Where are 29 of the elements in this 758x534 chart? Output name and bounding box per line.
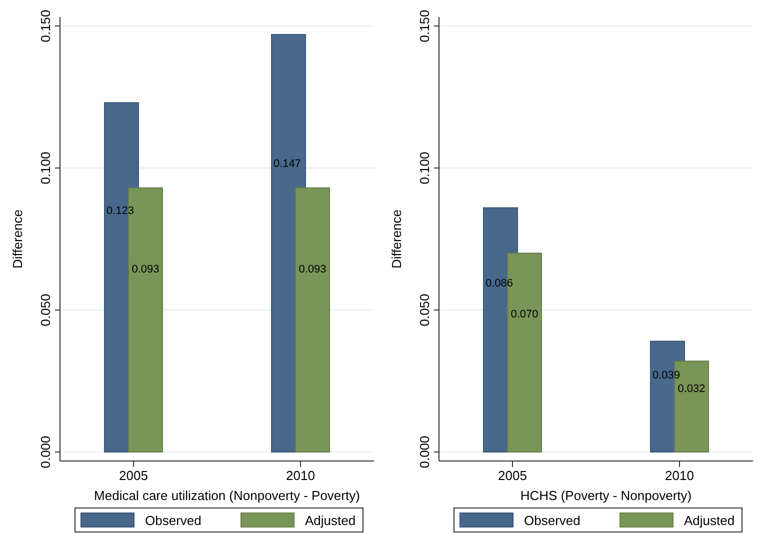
y-axis-title: Difference: [389, 209, 404, 269]
data-label: 0.032: [678, 383, 706, 396]
y-tick-label: 0.150: [38, 10, 53, 42]
data-label: 0.070: [510, 308, 538, 321]
legend-label: Adjusted: [305, 513, 356, 528]
data-label: 0.147: [274, 158, 302, 170]
data-label: 0.093: [298, 264, 326, 276]
y-tick-label: 0.050: [417, 294, 432, 326]
x-axis-title: Medical care utilization (Nonpoverty - Poverty): [94, 488, 360, 503]
x-tick-label: 2005: [498, 468, 527, 483]
data-label: 0.039: [652, 369, 680, 382]
legend-label: Observed: [524, 513, 580, 528]
y-axis-title: Difference: [10, 209, 25, 269]
data-label: 0.086: [485, 277, 514, 290]
x-tick-label: 2010: [286, 468, 315, 483]
x-tick-label: 2005: [119, 468, 148, 483]
x-axis-title: HCHS (Poverty - Nonpoverty): [520, 488, 692, 503]
data-label: 0.123: [106, 204, 134, 217]
y-tick-label: 0.050: [38, 294, 53, 326]
legend-label: Observed: [145, 513, 202, 528]
legend-label: Adjusted: [684, 513, 735, 528]
x-tick-label: 2010: [665, 468, 694, 483]
y-tick-label: 0.000: [417, 436, 432, 468]
y-tick-label: 0.150: [417, 10, 432, 42]
data-label: 0.093: [132, 264, 160, 276]
y-tick-label: 0.100: [417, 152, 432, 184]
y-tick-label: 0.000: [38, 436, 53, 468]
y-tick-label: 0.100: [38, 152, 53, 184]
bar: [295, 187, 330, 452]
